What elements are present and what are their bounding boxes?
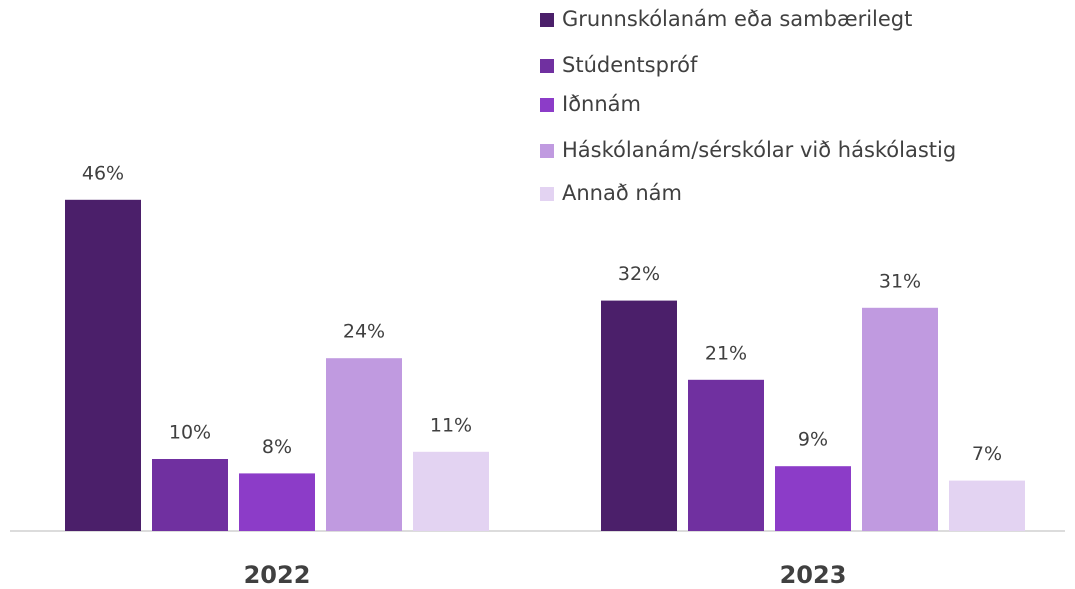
data-label: 31%	[879, 270, 921, 292]
legend-label: Háskólanám/sérskólar við háskólastig	[562, 138, 956, 162]
data-label: 7%	[972, 443, 1002, 465]
bar	[413, 451, 489, 531]
data-label: 46%	[82, 162, 124, 184]
data-label: 9%	[798, 429, 828, 451]
legend-swatch	[540, 187, 554, 201]
legend-swatch	[540, 98, 554, 112]
bar	[65, 199, 141, 532]
legend-label: Grunnskólanám eða sambærilegt	[562, 7, 912, 31]
bar	[326, 358, 402, 531]
data-label: 32%	[618, 263, 660, 285]
data-label: 10%	[169, 422, 211, 444]
legend-swatch	[540, 144, 554, 158]
legend-swatch	[540, 59, 554, 73]
x-tick-label: 2023	[780, 561, 847, 589]
bar	[862, 307, 938, 531]
x-tick-label: 2022	[244, 561, 311, 589]
data-label: 8%	[262, 436, 292, 458]
data-label: 24%	[343, 321, 385, 343]
bar	[239, 473, 315, 531]
legend-label: Annað nám	[562, 181, 682, 205]
legend-label: Iðnnám	[562, 92, 641, 116]
bar	[152, 459, 228, 531]
bar	[949, 480, 1025, 531]
data-label: 11%	[430, 414, 472, 436]
bar	[688, 379, 764, 531]
bar	[775, 466, 851, 531]
legend-swatch	[540, 13, 554, 27]
legend-label: Stúdentspróf	[562, 53, 698, 77]
data-label: 21%	[705, 342, 747, 364]
bar	[601, 300, 677, 531]
